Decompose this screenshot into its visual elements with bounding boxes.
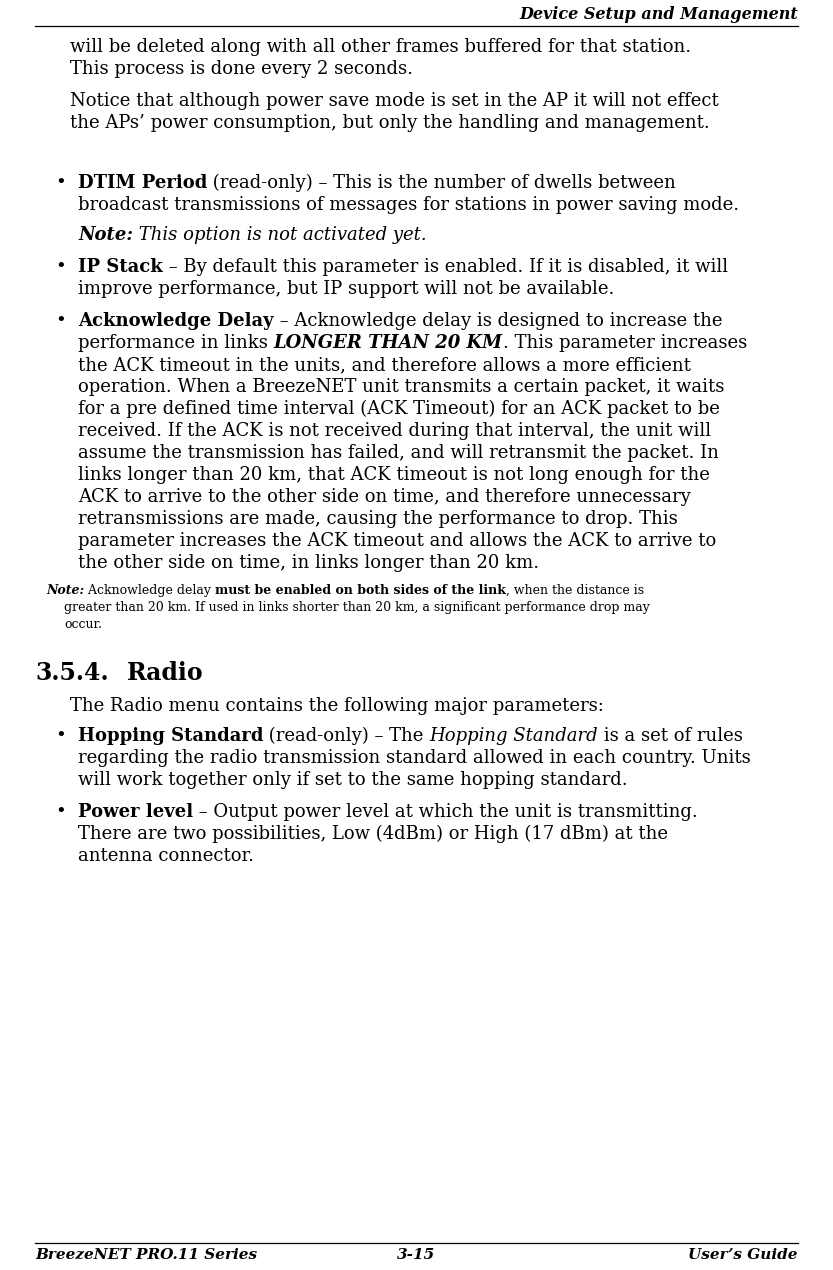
Text: There are two possibilities, Low (4dBm) or High (17 dBm) at the: There are two possibilities, Low (4dBm) … <box>78 826 668 843</box>
Text: LONGER THAN 20 KM: LONGER THAN 20 KM <box>273 334 502 352</box>
Text: •: • <box>55 312 66 330</box>
Text: antenna connector.: antenna connector. <box>78 847 254 865</box>
Text: will work together only if set to the same hopping standard.: will work together only if set to the sa… <box>78 771 627 789</box>
Text: regarding the radio transmission standard allowed in each country. Units: regarding the radio transmission standar… <box>78 749 751 767</box>
Text: Notice that although power save mode is set in the AP it will not effect: Notice that although power save mode is … <box>70 91 719 110</box>
Text: (read-only) – The: (read-only) – The <box>263 726 430 745</box>
Text: – By default this parameter is enabled. If it is disabled, it will: – By default this parameter is enabled. … <box>162 258 728 276</box>
Text: received. If the ACK is not received during that interval, the unit will: received. If the ACK is not received dur… <box>78 422 711 439</box>
Text: performance in links: performance in links <box>78 334 273 352</box>
Text: for a pre defined time interval (ACK Timeout) for an ACK packet to be: for a pre defined time interval (ACK Tim… <box>78 400 720 418</box>
Text: broadcast transmissions of messages for stations in power saving mode.: broadcast transmissions of messages for … <box>78 196 739 215</box>
Text: Hopping Standard: Hopping Standard <box>430 726 598 745</box>
Text: the other side on time, in links longer than 20 km.: the other side on time, in links longer … <box>78 554 539 572</box>
Text: Note:: Note: <box>46 584 84 597</box>
Text: Power level: Power level <box>78 803 193 820</box>
Text: links longer than 20 km, that ACK timeout is not long enough for the: links longer than 20 km, that ACK timeou… <box>78 466 710 484</box>
Text: the ACK timeout in the units, and therefore allows a more efficient: the ACK timeout in the units, and theref… <box>78 356 691 373</box>
Text: •: • <box>55 174 66 192</box>
Text: (read-only) – This is the number of dwells between: (read-only) – This is the number of dwel… <box>207 174 676 192</box>
Text: DTIM Period: DTIM Period <box>78 174 207 192</box>
Text: Radio: Radio <box>127 660 203 685</box>
Text: 3.5.4.: 3.5.4. <box>35 660 108 685</box>
Text: assume the transmission has failed, and will retransmit the packet. In: assume the transmission has failed, and … <box>78 444 719 462</box>
Text: ACK to arrive to the other side on time, and therefore unnecessary: ACK to arrive to the other side on time,… <box>78 488 691 505</box>
Text: operation. When a BreezeNET unit transmits a certain packet, it waits: operation. When a BreezeNET unit transmi… <box>78 378 725 396</box>
Text: Device Setup and Management: Device Setup and Management <box>519 6 798 23</box>
Text: 3-15: 3-15 <box>397 1248 435 1262</box>
Text: BreezeNET PRO.11 Series: BreezeNET PRO.11 Series <box>35 1248 257 1262</box>
Text: the APs’ power consumption, but only the handling and management.: the APs’ power consumption, but only the… <box>70 114 710 132</box>
Text: , when the distance is: , when the distance is <box>506 584 644 597</box>
Text: The Radio menu contains the following major parameters:: The Radio menu contains the following ma… <box>70 697 604 715</box>
Text: . This parameter increases: . This parameter increases <box>502 334 747 352</box>
Text: improve performance, but IP support will not be available.: improve performance, but IP support will… <box>78 279 615 298</box>
Text: retransmissions are made, causing the performance to drop. This: retransmissions are made, causing the pe… <box>78 511 678 528</box>
Text: will be deleted along with all other frames buffered for that station.: will be deleted along with all other fra… <box>70 38 691 56</box>
Text: •: • <box>55 258 66 276</box>
Text: This option is not activated yet.: This option is not activated yet. <box>133 226 426 244</box>
Text: Hopping Standard: Hopping Standard <box>78 726 263 745</box>
Text: Acknowledge Delay: Acknowledge Delay <box>78 312 273 330</box>
Text: IP Stack: IP Stack <box>78 258 162 276</box>
Text: User’s Guide: User’s Guide <box>689 1248 798 1262</box>
Text: Acknowledge delay: Acknowledge delay <box>84 584 215 597</box>
Text: greater than 20 km. If used in links shorter than 20 km, a significant performan: greater than 20 km. If used in links sho… <box>64 601 650 613</box>
Text: – Output power level at which the unit is transmitting.: – Output power level at which the unit i… <box>193 803 698 820</box>
Text: occur.: occur. <box>64 618 102 631</box>
Text: Note:: Note: <box>78 226 133 244</box>
Text: •: • <box>55 726 66 745</box>
Text: – Acknowledge delay is designed to increase the: – Acknowledge delay is designed to incre… <box>273 312 722 330</box>
Text: This process is done every 2 seconds.: This process is done every 2 seconds. <box>70 60 413 77</box>
Text: is a set of rules: is a set of rules <box>598 726 743 745</box>
Text: parameter increases the ACK timeout and allows the ACK to arrive to: parameter increases the ACK timeout and … <box>78 532 716 550</box>
Text: •: • <box>55 803 66 820</box>
Text: must be enabled on both sides of the link: must be enabled on both sides of the lin… <box>215 584 506 597</box>
